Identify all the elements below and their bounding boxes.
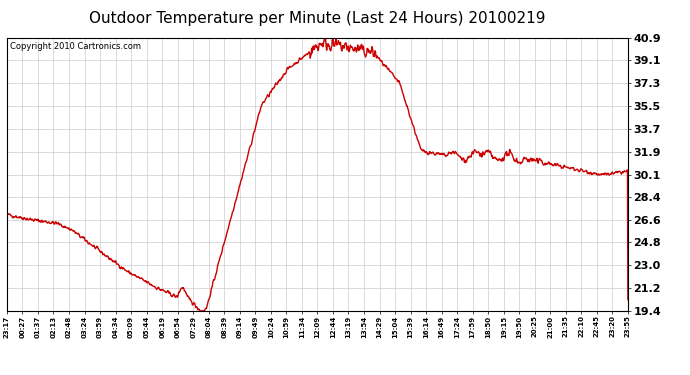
Text: Copyright 2010 Cartronics.com: Copyright 2010 Cartronics.com — [10, 42, 141, 51]
Text: Outdoor Temperature per Minute (Last 24 Hours) 20100219: Outdoor Temperature per Minute (Last 24 … — [89, 11, 546, 26]
